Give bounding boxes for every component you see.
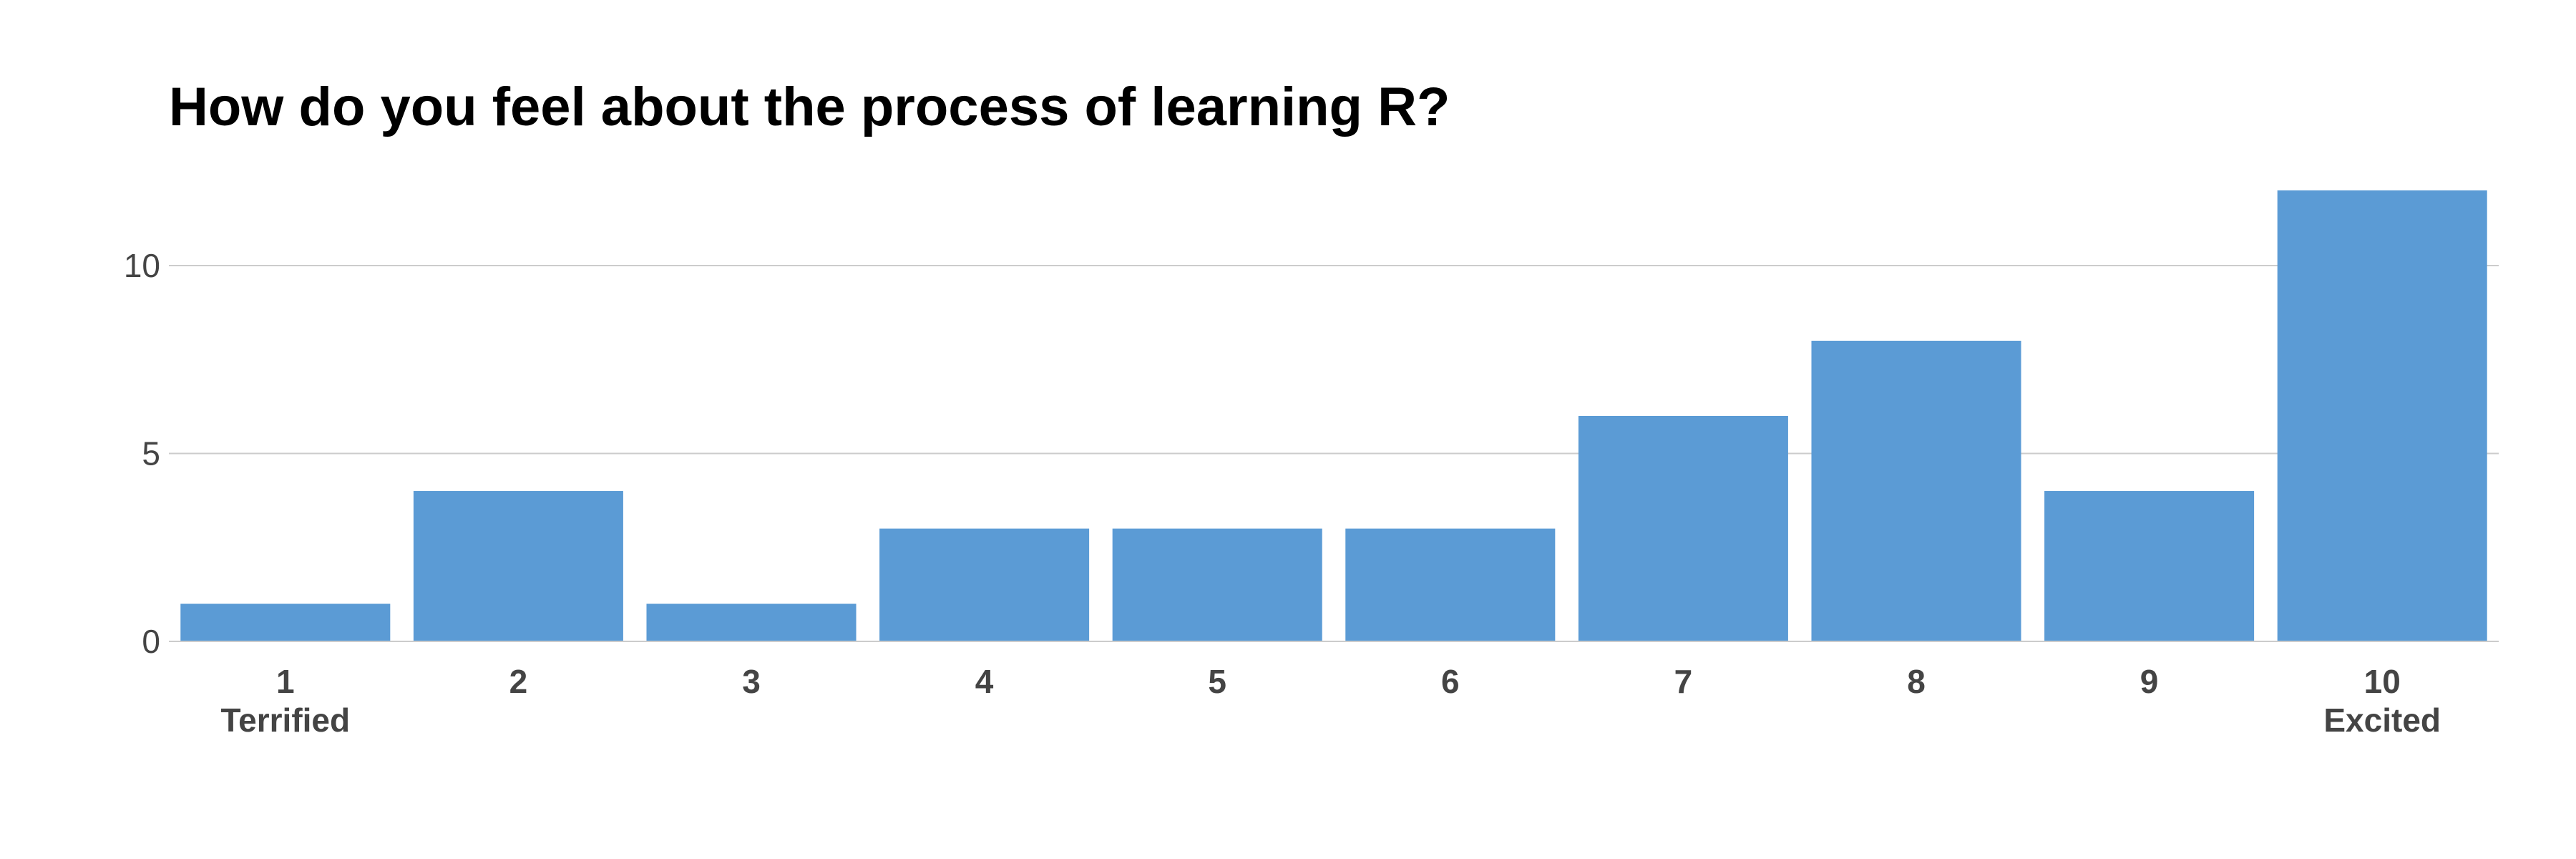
- x-tick-label: 2: [509, 663, 528, 700]
- x-tick-label: 8: [1907, 663, 1926, 700]
- y-tick-label: 10: [124, 247, 160, 284]
- x-tick-label: 6: [1441, 663, 1460, 700]
- y-tick-label: 0: [142, 623, 160, 660]
- x-tick-label: 9: [2140, 663, 2159, 700]
- bar-4: [879, 528, 1090, 641]
- x-tick-label: 10: [2364, 663, 2401, 700]
- x-tick-label: 3: [742, 663, 761, 700]
- x-tick-sublabel: Terrified: [220, 702, 350, 739]
- x-tick-label: 5: [1208, 663, 1226, 700]
- y-axis-ticks: 0 5 10: [124, 247, 160, 660]
- bar-9: [2044, 491, 2255, 641]
- x-tick-label: 7: [1674, 663, 1693, 700]
- bar-3: [646, 603, 857, 641]
- bar-5: [1112, 528, 1322, 641]
- x-tick-label: 1: [276, 663, 295, 700]
- chart-title: How do you feel about the process of lea…: [169, 77, 1450, 137]
- bar-6: [1345, 528, 1556, 641]
- bar-1: [180, 603, 391, 641]
- x-tick-sublabel: Excited: [2323, 702, 2441, 739]
- bars: [180, 190, 2487, 641]
- x-tick-label: 4: [975, 663, 994, 700]
- gridlines: [169, 265, 2499, 455]
- bar-2: [413, 491, 623, 641]
- y-tick-label: 5: [142, 435, 160, 472]
- bar-10: [2277, 190, 2487, 641]
- bar-8: [1811, 341, 2021, 641]
- bar-7: [1578, 416, 1788, 641]
